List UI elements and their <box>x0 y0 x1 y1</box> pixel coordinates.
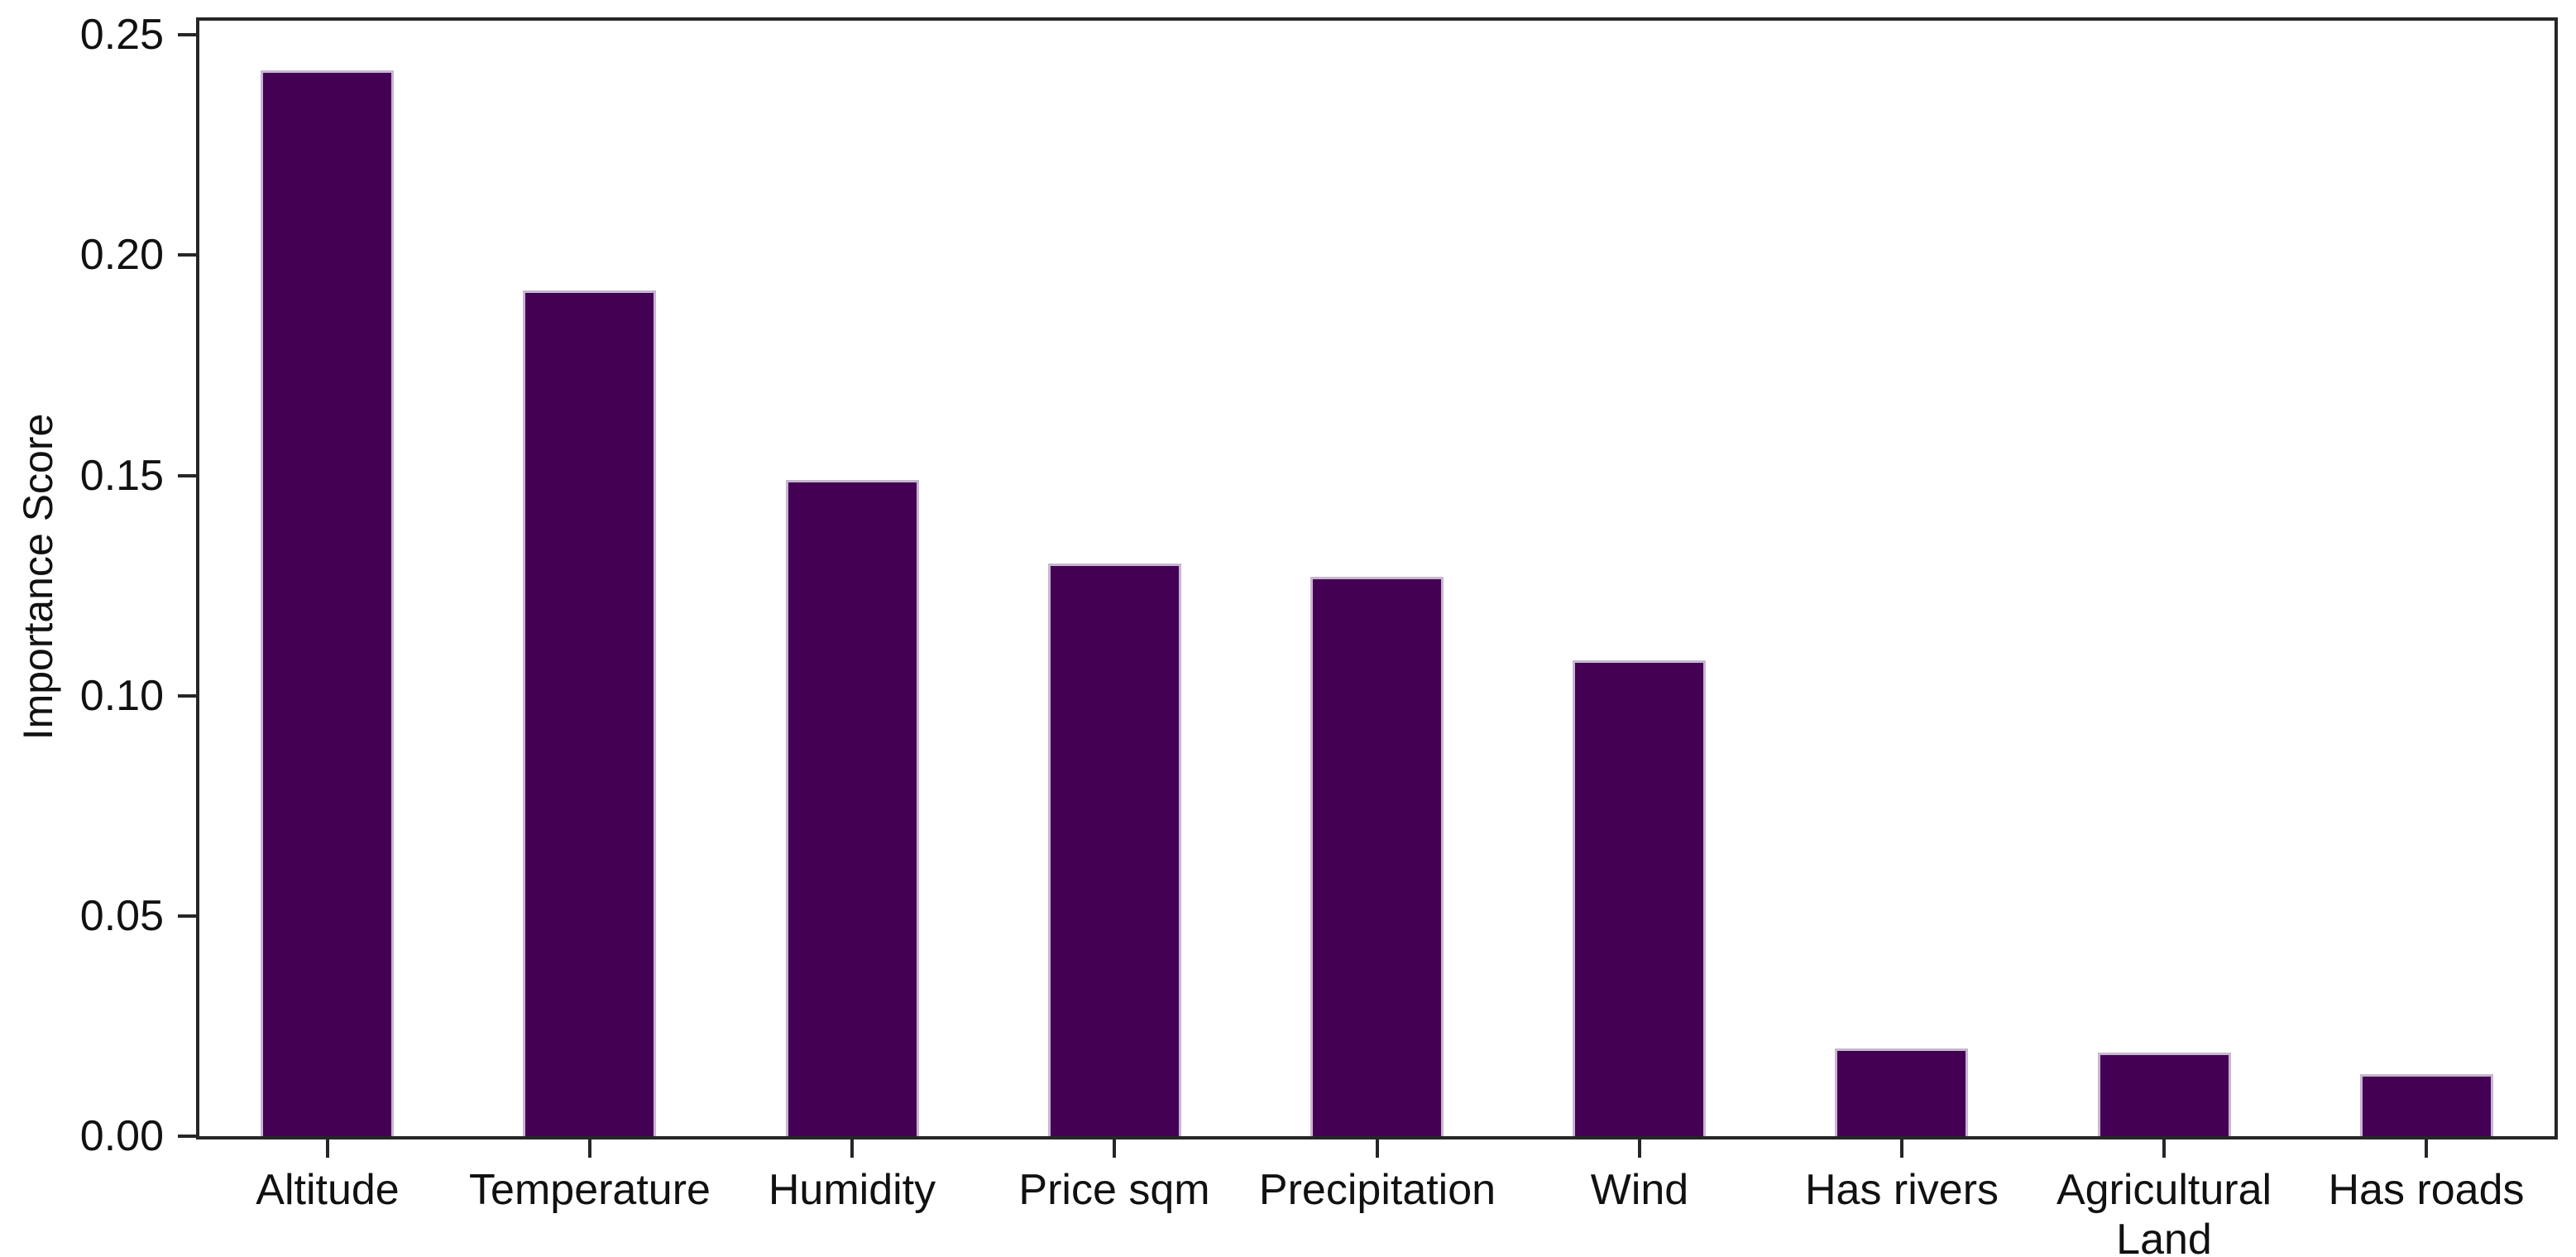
x-axis-tick-label: Price sqm <box>932 1165 1296 1215</box>
x-axis-tick-label-line: Humidity <box>768 1166 936 1214</box>
y-axis-tick-label: 0.25 <box>79 11 164 60</box>
x-axis-tick-label-line: Temperature <box>469 1166 711 1214</box>
y-axis-tick-label: 0.00 <box>79 1112 164 1160</box>
x-axis-tick <box>2425 1139 2428 1158</box>
y-axis-tick-label: 0.10 <box>79 671 164 720</box>
x-axis-tick-label-line: Altitude <box>256 1166 400 1214</box>
x-axis-tick-label: Agricultural Land <box>1982 1165 2346 1257</box>
y-axis-tick-label: 0.20 <box>79 231 164 280</box>
x-axis-tick <box>850 1139 854 1158</box>
bar-temperature <box>523 290 656 1136</box>
bar-humidity <box>786 480 919 1136</box>
x-axis-tick-label-line: Wind <box>1590 1166 1689 1214</box>
x-axis-tick-label-line: Price sqm <box>1018 1166 1210 1214</box>
bar-agricultural-land <box>2098 1053 2231 1136</box>
x-axis-tick-label: Altitude <box>146 1165 510 1215</box>
y-axis-tick <box>178 1135 196 1138</box>
bar-has-rivers <box>1835 1048 1968 1136</box>
x-axis-tick-label: Humidity <box>670 1165 1034 1215</box>
y-axis-tick <box>178 473 196 477</box>
x-axis-tick-label: Has rivers <box>1720 1165 2084 1215</box>
y-axis-tick <box>178 33 196 37</box>
x-axis-tick <box>1638 1139 1641 1158</box>
y-axis-tick <box>178 253 196 257</box>
x-axis-tick <box>2162 1139 2166 1158</box>
x-axis-tick <box>1900 1139 1903 1158</box>
bar-has-roads <box>2360 1074 2493 1136</box>
y-axis-tick <box>178 693 196 698</box>
bar-price-sqm <box>1048 564 1181 1136</box>
x-axis-tick-label-line: Precipitation <box>1258 1166 1496 1214</box>
x-axis-tick-label-line: Agricultural <box>2056 1166 2272 1214</box>
x-axis-tick <box>1376 1139 1379 1158</box>
x-axis-tick-label: Wind <box>1458 1165 1822 1215</box>
x-axis-tick-label-line: Has rivers <box>1804 1166 1999 1214</box>
y-axis-tick-label: 0.15 <box>79 451 164 500</box>
bar-wind <box>1573 660 1706 1136</box>
bar-precipitation <box>1310 577 1444 1136</box>
y-axis-tick <box>178 914 196 918</box>
x-axis-tick-label-line: Has roads <box>2328 1166 2525 1214</box>
bar-altitude <box>261 70 394 1136</box>
x-axis-tick-label-line: Land <box>2116 1216 2212 1257</box>
x-axis-tick-label: Has roads <box>2244 1165 2576 1215</box>
x-axis-tick-label: Precipitation <box>1195 1165 1559 1215</box>
y-axis-tick-label: 0.05 <box>79 891 164 940</box>
x-axis-tick <box>1113 1139 1116 1158</box>
x-axis-tick-label: Temperature <box>408 1165 772 1215</box>
x-axis-tick <box>588 1139 591 1158</box>
x-axis-tick <box>326 1139 329 1158</box>
